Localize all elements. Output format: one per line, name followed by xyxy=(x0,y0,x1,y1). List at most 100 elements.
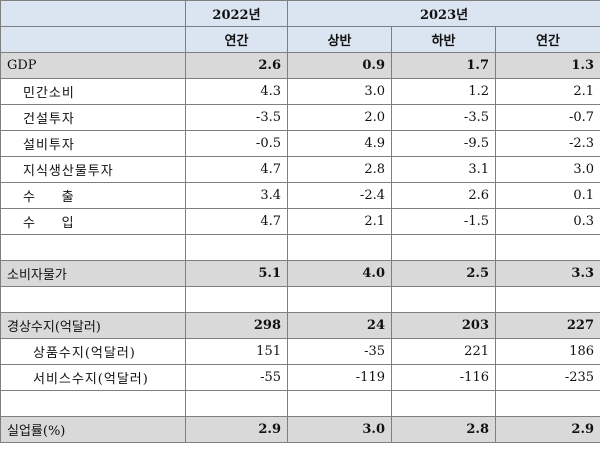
cell-2023-h2: 203 xyxy=(391,312,496,339)
empty-cell xyxy=(494,390,600,417)
header-2022-annual: 연간 xyxy=(185,26,288,53)
empty-cell xyxy=(287,234,392,261)
cell-2023-h1: 2.1 xyxy=(287,208,392,235)
cell-2022-annual: 4.7 xyxy=(185,156,288,183)
cell-2022-annual: -55 xyxy=(185,364,288,391)
header-2023-annual: 연간 xyxy=(494,26,600,53)
header-corner-cell xyxy=(0,0,186,27)
cell-2022-annual: 2.6 xyxy=(185,52,288,79)
table-spacer-row xyxy=(0,390,600,417)
table-spacer-row xyxy=(0,234,600,261)
empty-cell xyxy=(391,390,496,417)
empty-cell xyxy=(0,286,186,313)
table-row-unemployment-rate: 실업률(%) 2.9 3.0 2.8 2.9 xyxy=(0,416,600,443)
row-label: GDP xyxy=(0,52,186,79)
cell-2023-h1: 0.9 xyxy=(287,52,392,79)
row-label: 경상수지(억달러) xyxy=(0,312,186,339)
empty-cell xyxy=(0,390,186,417)
table-row-facility-investment: 설비투자 -0.5 4.9 -9.5 -2.3 xyxy=(0,130,600,157)
row-label: 상품수지(억달러) xyxy=(0,338,186,365)
row-label: 건설투자 xyxy=(0,104,186,131)
cell-2023-h2: -116 xyxy=(391,364,496,391)
empty-cell xyxy=(185,286,288,313)
table-row-gdp: GDP 2.6 0.9 1.7 1.3 xyxy=(0,52,600,79)
table-row-construction-investment: 건설투자 -3.5 2.0 -3.5 -0.7 xyxy=(0,104,600,131)
header-corner-cell xyxy=(0,26,186,53)
empty-cell xyxy=(391,286,496,313)
cell-2023-annual: 0.3 xyxy=(494,208,600,235)
cell-2023-h1: 24 xyxy=(287,312,392,339)
cell-2023-annual: 186 xyxy=(494,338,600,365)
header-year-2023: 2023년 xyxy=(286,0,600,27)
cell-2023-annual: 227 xyxy=(494,312,600,339)
cell-2023-h2: -1.5 xyxy=(391,208,496,235)
empty-cell xyxy=(494,286,600,313)
cell-2023-annual: 2.9 xyxy=(494,416,600,443)
cell-2022-annual: 151 xyxy=(185,338,288,365)
cell-2023-h1: 3.0 xyxy=(287,416,392,443)
cell-2022-annual: 3.4 xyxy=(185,182,288,209)
empty-cell xyxy=(287,286,392,313)
cell-2023-annual: 2.1 xyxy=(494,78,600,105)
empty-cell xyxy=(0,234,186,261)
cell-2022-annual: 2.9 xyxy=(185,416,288,443)
row-label: 수 입 xyxy=(0,208,186,235)
cell-2023-h2: 221 xyxy=(391,338,496,365)
row-label: 민간소비 xyxy=(0,78,186,105)
cell-2023-h1: 2.0 xyxy=(287,104,392,131)
economic-outlook-table: 2022년 2023년 연간 상반 하반 연간 GDP 2.6 0.9 1.7 … xyxy=(0,0,600,443)
cell-2023-h1: 2.8 xyxy=(287,156,392,183)
table-row-goods-balance: 상품수지(억달러) 151 -35 221 186 xyxy=(0,338,600,365)
cell-2023-annual: 0.1 xyxy=(494,182,600,209)
header-year-2022: 2022년 xyxy=(185,0,288,27)
table-row-private-consumption: 민간소비 4.3 3.0 1.2 2.1 xyxy=(0,78,600,105)
cell-2022-annual: 4.7 xyxy=(185,208,288,235)
empty-cell xyxy=(494,234,600,261)
cell-2023-annual: 3.3 xyxy=(494,260,600,287)
empty-cell xyxy=(391,234,496,261)
header-2023-second-half: 하반 xyxy=(391,26,496,53)
row-label: 수 출 xyxy=(0,182,186,209)
cell-2023-h2: -3.5 xyxy=(391,104,496,131)
row-label: 소비자물가 xyxy=(0,260,186,287)
cell-2022-annual: 298 xyxy=(185,312,288,339)
table-spacer-row xyxy=(0,286,600,313)
cell-2023-annual: 1.3 xyxy=(494,52,600,79)
cell-2022-annual: -3.5 xyxy=(185,104,288,131)
table-row-services-balance: 서비스수지(억달러) -55 -119 -116 -235 xyxy=(0,364,600,391)
table-row-ip-investment: 지식생산물투자 4.7 2.8 3.1 3.0 xyxy=(0,156,600,183)
row-label: 서비스수지(억달러) xyxy=(0,364,186,391)
cell-2023-h2: 2.5 xyxy=(391,260,496,287)
cell-2023-h1: 4.9 xyxy=(287,130,392,157)
cell-2023-annual: -2.3 xyxy=(494,130,600,157)
header-row-periods: 연간 상반 하반 연간 xyxy=(0,26,600,53)
table-row-imports: 수 입 4.7 2.1 -1.5 0.3 xyxy=(0,208,600,235)
cell-2023-annual: 3.0 xyxy=(494,156,600,183)
empty-cell xyxy=(185,390,288,417)
empty-cell xyxy=(185,234,288,261)
cell-2022-annual: 5.1 xyxy=(185,260,288,287)
cell-2023-annual: -0.7 xyxy=(494,104,600,131)
cell-2023-h2: 3.1 xyxy=(391,156,496,183)
cell-2023-h1: -119 xyxy=(287,364,392,391)
empty-cell xyxy=(287,390,392,417)
header-row-years: 2022년 2023년 xyxy=(0,0,600,27)
cell-2022-annual: -0.5 xyxy=(185,130,288,157)
table-row-exports: 수 출 3.4 -2.4 2.6 0.1 xyxy=(0,182,600,209)
row-label: 설비투자 xyxy=(0,130,186,157)
cell-2023-h2: -9.5 xyxy=(391,130,496,157)
cell-2023-h2: 2.6 xyxy=(391,182,496,209)
cell-2023-h1: 3.0 xyxy=(287,78,392,105)
cell-2023-h1: 4.0 xyxy=(287,260,392,287)
table-row-consumer-prices: 소비자물가 5.1 4.0 2.5 3.3 xyxy=(0,260,600,287)
cell-2023-h2: 2.8 xyxy=(391,416,496,443)
header-2023-first-half: 상반 xyxy=(287,26,392,53)
row-label: 지식생산물투자 xyxy=(0,156,186,183)
cell-2023-annual: -235 xyxy=(494,364,600,391)
cell-2023-h2: 1.2 xyxy=(391,78,496,105)
cell-2023-h1: -2.4 xyxy=(287,182,392,209)
cell-2023-h2: 1.7 xyxy=(391,52,496,79)
table-row-current-account: 경상수지(억달러) 298 24 203 227 xyxy=(0,312,600,339)
cell-2023-h1: -35 xyxy=(287,338,392,365)
cell-2022-annual: 4.3 xyxy=(185,78,288,105)
